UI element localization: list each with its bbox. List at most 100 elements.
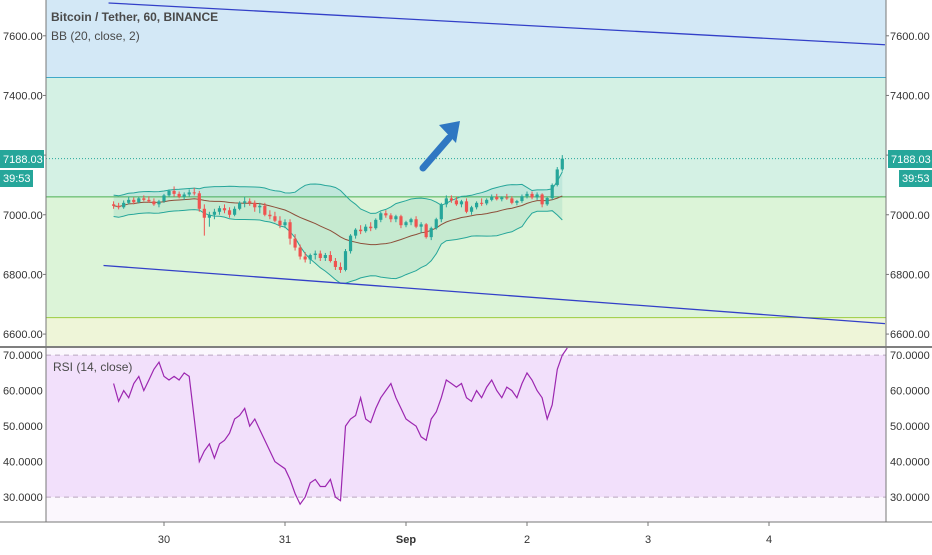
arrow-head — [439, 121, 460, 143]
candle-body — [439, 204, 443, 220]
rsi-band-fill — [46, 355, 886, 498]
candle-body — [454, 200, 459, 205]
candle-80 — [515, 199, 519, 206]
bb-indicator-label[interactable]: BB (20, close, 2) — [51, 29, 140, 43]
candle-21 — [217, 205, 222, 215]
candle-7 — [147, 196, 151, 203]
price-tick-left-1: 7400.00 — [3, 90, 43, 102]
candle-49 — [359, 225, 363, 235]
candle-body — [515, 201, 519, 203]
price-axes: 7600.007600.007400.007400.007200.007200.… — [3, 31, 930, 504]
candle-88 — [555, 167, 559, 187]
candle-83 — [530, 191, 534, 200]
bb-upper — [113, 171, 563, 214]
candle-body — [333, 260, 338, 267]
candle-66 — [444, 195, 448, 208]
candle-body — [545, 198, 549, 205]
candle-39 — [308, 253, 312, 264]
candle-74 — [485, 198, 489, 206]
last-price-label-left: 7188.03 — [3, 154, 43, 166]
candle-15 — [187, 189, 191, 197]
candle-body — [243, 201, 247, 203]
candle-body — [157, 201, 161, 205]
candle-43 — [328, 251, 332, 263]
candle-body — [207, 214, 211, 218]
candle-58 — [404, 220, 408, 228]
candle-38 — [303, 252, 307, 263]
candle-46 — [343, 249, 348, 272]
candle-body — [288, 222, 292, 239]
candle-body — [273, 216, 277, 221]
candle-body — [298, 247, 302, 257]
candle-79 — [510, 196, 514, 205]
candle-body — [227, 210, 232, 215]
time-tick-4: 3 — [645, 534, 651, 546]
zone-band-1 — [46, 77, 886, 197]
candle-body — [530, 193, 534, 198]
candle-body — [152, 201, 156, 205]
price-tick-right-3: 7000.00 — [890, 210, 930, 222]
candle-body — [419, 224, 423, 227]
candle-1 — [117, 202, 121, 210]
candle-body — [111, 204, 116, 206]
candle-body — [359, 229, 363, 232]
zone-band-0 — [46, 0, 886, 78]
candle-20 — [212, 208, 217, 220]
rsi-tick-right-1: 60.0000 — [890, 386, 930, 398]
candle-63 — [429, 226, 433, 241]
rsi-tick-left-0: 70.0000 — [3, 350, 43, 362]
candle-body — [308, 255, 312, 260]
candle-body — [424, 224, 428, 238]
last-price-box-left — [0, 150, 44, 168]
candle-41 — [318, 250, 322, 261]
candle-16 — [192, 187, 196, 196]
symbol-title[interactable]: Bitcoin / Tether, 60, BINANCE — [51, 10, 218, 24]
time-tick-3: 2 — [524, 534, 530, 546]
candle-18 — [202, 204, 206, 236]
candle-23 — [227, 207, 232, 218]
candle-13 — [177, 191, 181, 199]
candle-body — [394, 216, 398, 220]
candle-52 — [374, 218, 378, 230]
price-tick-left-3: 7000.00 — [3, 210, 43, 222]
trend-channel — [103, 2, 886, 325]
candle-body — [379, 213, 383, 220]
candle-84 — [535, 192, 539, 200]
candles — [111, 155, 564, 273]
candle-25 — [238, 201, 242, 211]
candle-body — [500, 197, 504, 200]
candle-34 — [283, 219, 287, 229]
candle-86 — [545, 196, 549, 206]
candle-body — [480, 202, 484, 204]
candle-body — [364, 226, 368, 232]
bollinger-bands — [113, 171, 563, 284]
candle-body — [495, 196, 499, 200]
last-price-box-right — [888, 150, 932, 168]
last-price-badge-left: 7188.03 39:53 — [0, 150, 44, 187]
candle-body — [434, 219, 438, 229]
candle-73 — [480, 198, 484, 206]
price-tick-left-0: 7600.00 — [3, 31, 43, 43]
candle-6 — [142, 195, 146, 202]
candle-body — [117, 205, 121, 208]
time-axis: 30 31 Sep 2 3 4 — [158, 522, 772, 546]
candle-body — [122, 202, 126, 208]
last-price-label-right: 7188.03 — [891, 154, 931, 166]
time-tick-1: 31 — [279, 534, 291, 546]
candle-68 — [454, 196, 459, 206]
candle-body — [127, 199, 131, 203]
price-tick-left-5: 6600.00 — [3, 329, 43, 341]
candle-69 — [459, 199, 464, 208]
candle-body — [384, 213, 388, 216]
candle-body — [197, 193, 201, 209]
rsi-indicator-label[interactable]: RSI (14, close) — [53, 360, 132, 374]
candle-body — [338, 266, 343, 270]
candle-body — [505, 197, 509, 199]
candle-47 — [348, 234, 353, 254]
candle-body — [353, 229, 358, 236]
candle-body — [369, 226, 373, 229]
candle-body — [399, 216, 403, 226]
candle-50 — [364, 224, 368, 233]
